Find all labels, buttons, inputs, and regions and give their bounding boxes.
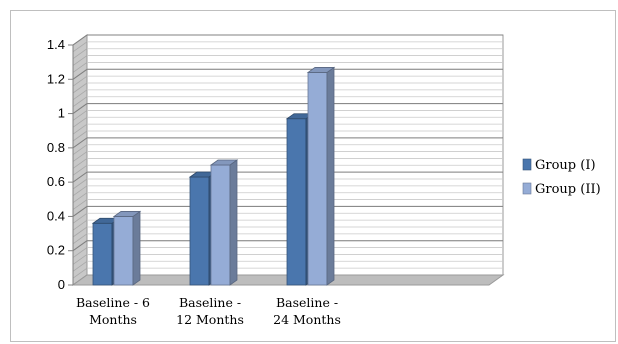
- y-tick-label: 1.2: [47, 71, 65, 86]
- bar-group-i-2: [286, 118, 307, 286]
- side-major-gridline: [72, 137, 88, 149]
- side-major-gridline: [72, 240, 88, 252]
- side-minor-gridline: [72, 62, 88, 73]
- side-minor-gridline: [72, 178, 88, 190]
- side-minor-gridline: [72, 151, 88, 162]
- side-minor-gridline: [72, 254, 88, 265]
- bar-top-1-1: [209, 159, 239, 166]
- x-category-label: 12 Months: [176, 312, 244, 327]
- side-minor-gridline: [72, 158, 88, 169]
- side-minor-gridline: [72, 164, 88, 176]
- side-minor-gridline: [72, 116, 88, 128]
- y-tick-label: 1: [58, 106, 65, 121]
- x-category-label: Baseline -: [276, 295, 338, 310]
- side-minor-gridline: [72, 75, 88, 87]
- side-minor-gridline: [72, 219, 88, 231]
- side-minor-gridline: [72, 192, 88, 204]
- side-minor-gridline: [72, 185, 88, 197]
- bar-group-ii-0: [113, 216, 134, 286]
- side-minor-gridline: [72, 267, 88, 279]
- side-minor-gridline: [72, 226, 88, 238]
- bar-top-1-0: [112, 211, 142, 217]
- x-category-label: 24 Months: [273, 312, 341, 327]
- legend-swatch-group-ii: [522, 182, 532, 195]
- y-tick-label: 0.6: [47, 174, 65, 189]
- x-category-label: Baseline - 6: [76, 295, 150, 310]
- side-major-gridline: [72, 68, 88, 80]
- x-category-label: Months: [89, 312, 137, 327]
- y-tick-label: 0: [58, 277, 65, 292]
- side-major-gridline: [72, 103, 88, 114]
- side-minor-gridline: [72, 110, 88, 121]
- side-minor-gridline: [72, 96, 88, 108]
- legend-swatch-group-i: [522, 158, 532, 171]
- y-tick-label: 0.2: [47, 243, 65, 258]
- bar-top-1-2: [306, 67, 336, 73]
- bar-side-1-0: [132, 210, 141, 286]
- legend-label-group-i: Group (I): [535, 158, 596, 173]
- side-minor-gridline: [72, 48, 88, 60]
- bar-side-1-1: [229, 159, 238, 286]
- side-minor-gridline: [72, 233, 88, 245]
- side-minor-gridline: [72, 260, 88, 272]
- side-minor-gridline: [72, 199, 88, 210]
- side-minor-gridline: [72, 212, 88, 224]
- x-category-label: Baseline -: [179, 295, 241, 310]
- side-major-gridline: [72, 34, 88, 46]
- bar-group-ii-1: [210, 164, 231, 286]
- legend-label-group-ii: Group (II): [535, 182, 601, 197]
- side-major-gridline: [72, 171, 88, 183]
- bar-side-1-2: [326, 66, 335, 286]
- side-minor-gridline: [72, 247, 88, 258]
- side-minor-gridline: [72, 55, 88, 66]
- y-tick-label: 1.4: [47, 37, 65, 52]
- bar-group-i-0: [92, 222, 113, 286]
- side-minor-gridline: [72, 41, 88, 53]
- y-tick-label: 0.8: [47, 140, 65, 155]
- side-minor-gridline: [72, 123, 88, 135]
- bar-group-i-1: [189, 176, 210, 286]
- side-minor-gridline: [72, 89, 88, 101]
- side-minor-gridline: [72, 130, 88, 142]
- bar-group-ii-2: [307, 72, 328, 286]
- side-minor-gridline: [72, 82, 88, 94]
- y-tick-label: 0.4: [47, 208, 65, 223]
- side-major-gridline: [72, 206, 88, 217]
- side-minor-gridline: [72, 144, 88, 156]
